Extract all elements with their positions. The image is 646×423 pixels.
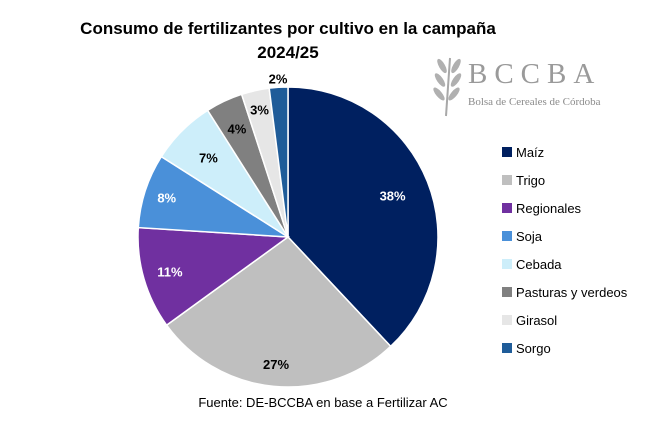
chart-title: Consumo de fertilizantes por cultivo en … [80,19,496,62]
legend-label: Regionales [516,200,582,216]
legend-item: Trigo [502,166,627,194]
legend-item: Regionales [502,194,627,222]
data-label: 7% [199,150,218,165]
legend-label: Sorgo [516,340,551,356]
legend-swatch [502,259,512,269]
legend-label: Maíz [516,144,545,160]
legend-label: Trigo [516,172,546,188]
legend-swatch [502,287,512,297]
legend: Maíz Trigo Regionales Soja Cebada Pasturas y … [502,138,627,362]
legend-label: Pasturas y verdeos [516,284,628,300]
bccba-logo: BCCBA Bolsa de Cereales de Córdoba [432,52,612,118]
legend-label: Girasol [516,312,558,328]
pie-slice-regionales [137,226,291,327]
data-label: 11% [157,264,183,279]
data-label: 38% [380,189,406,204]
data-label: 8% [157,191,176,206]
pie-slice-maíz [287,86,439,348]
logo-subtitle: Bolsa de Cereales de Córdoba [468,96,601,108]
legend-item: Cebada [502,250,627,278]
legend-item: Soja [502,222,627,250]
pie-slice-trigo [165,236,392,388]
legend-swatch [502,203,512,213]
logo-name: BCCBA [468,58,602,90]
legend-swatch [502,231,512,241]
data-label: 27% [263,357,289,372]
legend-label: Cebada [516,256,562,272]
legend-item: Pasturas y verdeos [502,278,627,306]
pie-slice-sorgo [268,86,289,238]
data-label: 2% [269,71,288,86]
source-note: Fuente: DE-BCCBA en base a Fertilizar AC [198,395,448,410]
legend-item: Sorgo [502,334,627,362]
legend-swatch [502,147,512,157]
data-label: 3% [250,103,269,118]
legend-swatch [502,343,512,353]
legend-item: Maíz [502,138,627,166]
legend-label: Soja [516,228,543,244]
legend-swatch [502,175,512,185]
wheat-icon [433,57,462,117]
legend-item: Girasol [502,306,627,334]
data-label: 4% [228,121,247,136]
legend-swatch [502,315,512,325]
